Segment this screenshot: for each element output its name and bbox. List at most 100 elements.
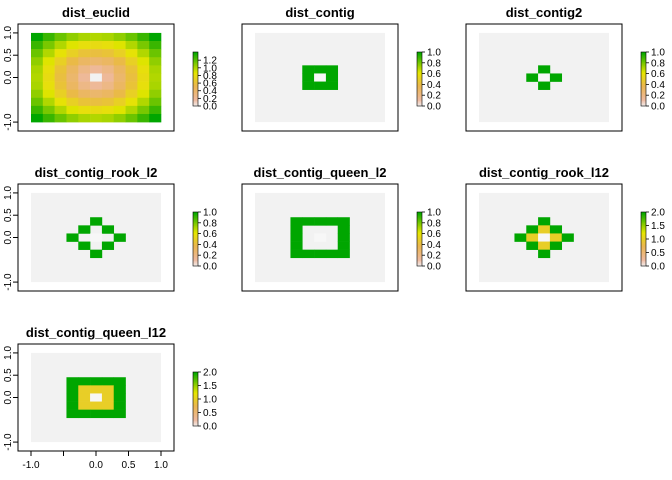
raster-cell [54,97,67,107]
raster-cell [101,73,115,82]
legend-color-step [641,68,646,70]
raster-cell [31,32,44,42]
legend-color-step [193,234,198,237]
raster-cell [101,41,115,50]
raster-cell [78,97,91,107]
raster-cell [302,73,315,82]
legend-color-step [417,218,422,221]
legend-color-step [417,85,422,88]
legend: 0.0 0.5 1.0 1.5 2.0 [640,208,665,273]
raster-cell [78,401,91,410]
legend-color-step [193,373,198,376]
raster-cell [31,97,44,107]
raster-cell [125,41,138,50]
legend-color-step [193,400,198,403]
panel-title: dist_contig_rook_l2 [35,165,158,180]
raster-cell [149,32,162,42]
legend-color-step [641,85,646,88]
raster-cell [90,233,103,242]
legend-tick-label: 0.4 [203,86,217,97]
legend-color-step [641,91,646,93]
raster-cell [66,385,79,394]
legend-color-step [641,80,646,83]
raster-cell [113,97,126,107]
panel-dist-contig: dist_contig 0.00.20.40.60.81.0 [241,5,441,132]
legend-tick-label: 0.8 [427,58,441,69]
raster-cell [66,57,79,66]
raster-cell [31,81,44,90]
legend-tick-label: 0.4 [203,240,217,251]
legend-color-step [193,218,198,221]
raster-cell [66,113,79,123]
y-tick-label: 0.0 [3,390,14,404]
legend-color-step [417,92,422,95]
legend-color-step [193,91,198,93]
legend-color-step [417,260,422,263]
raster-cell [78,241,91,250]
raster-cell [290,233,303,242]
x-tick-label: 1.0 [154,460,168,471]
raster-cell [78,41,91,50]
legend-color-step [417,101,422,104]
legend-color-step [641,248,646,251]
panel-title: dist_contig_rook_l12 [479,165,609,180]
legend-color-step [417,214,422,217]
legend-color-step [193,104,198,107]
legend-frame [192,211,199,267]
legend-color-step [193,415,198,417]
legend-color-step [641,245,646,248]
legend-color-step [193,100,198,103]
raster-cell [101,409,115,419]
legend-tick-label: 0.2 [651,91,665,102]
raster-cell [66,41,79,50]
raster-cell [561,233,574,242]
raster-cell [101,32,115,42]
legend-color-step [641,72,646,74]
raster-cell [125,113,138,123]
legend-color-step [417,263,422,266]
legend-color-step [193,264,198,267]
raster-cell [125,81,138,90]
raster-cell [90,385,103,394]
y-tick-label: 1.0 [3,26,14,40]
legend-color-step [193,244,198,247]
legend-color-step [193,80,198,83]
plot-frame [465,183,623,292]
raster-cell [526,73,539,82]
raster-cell [290,241,303,250]
raster-cell [149,41,162,50]
legend-color-step [641,239,646,241]
legend-color-step [641,263,646,266]
raster-cell [42,89,55,99]
legend-color-step [193,382,198,385]
legend-color-step [193,99,198,101]
legend-color-step [417,57,422,60]
legend-tick-label: 1.0 [427,48,441,59]
raster-cell [526,233,539,242]
legend-color-step [641,260,646,263]
raster-cell [42,32,55,42]
raster-cell [101,97,115,107]
raster-cell [66,89,79,99]
legend-color-step [193,263,198,266]
legend-color-step [417,79,422,81]
legend-tick-label: 1.5 [203,381,217,392]
raster-cell [31,57,44,66]
legend-color-step [193,93,198,96]
legend-color-step [417,255,422,257]
legend-color-step [641,54,646,57]
legend-color-step [417,104,422,107]
legend-color-step [417,69,422,72]
legend-color-step [641,247,646,249]
legend-color-step [641,252,646,255]
legend-color-step [417,66,422,69]
legend-color-step [641,95,646,97]
legend-color-step [193,69,198,72]
legend-color-step [193,61,198,64]
raster-cell [78,377,91,386]
legend-tick-label: 0.8 [203,71,217,82]
raster-cell [149,73,162,82]
raster-cell [137,113,150,123]
raster-cell [90,393,103,402]
legend-color-step [193,85,198,88]
